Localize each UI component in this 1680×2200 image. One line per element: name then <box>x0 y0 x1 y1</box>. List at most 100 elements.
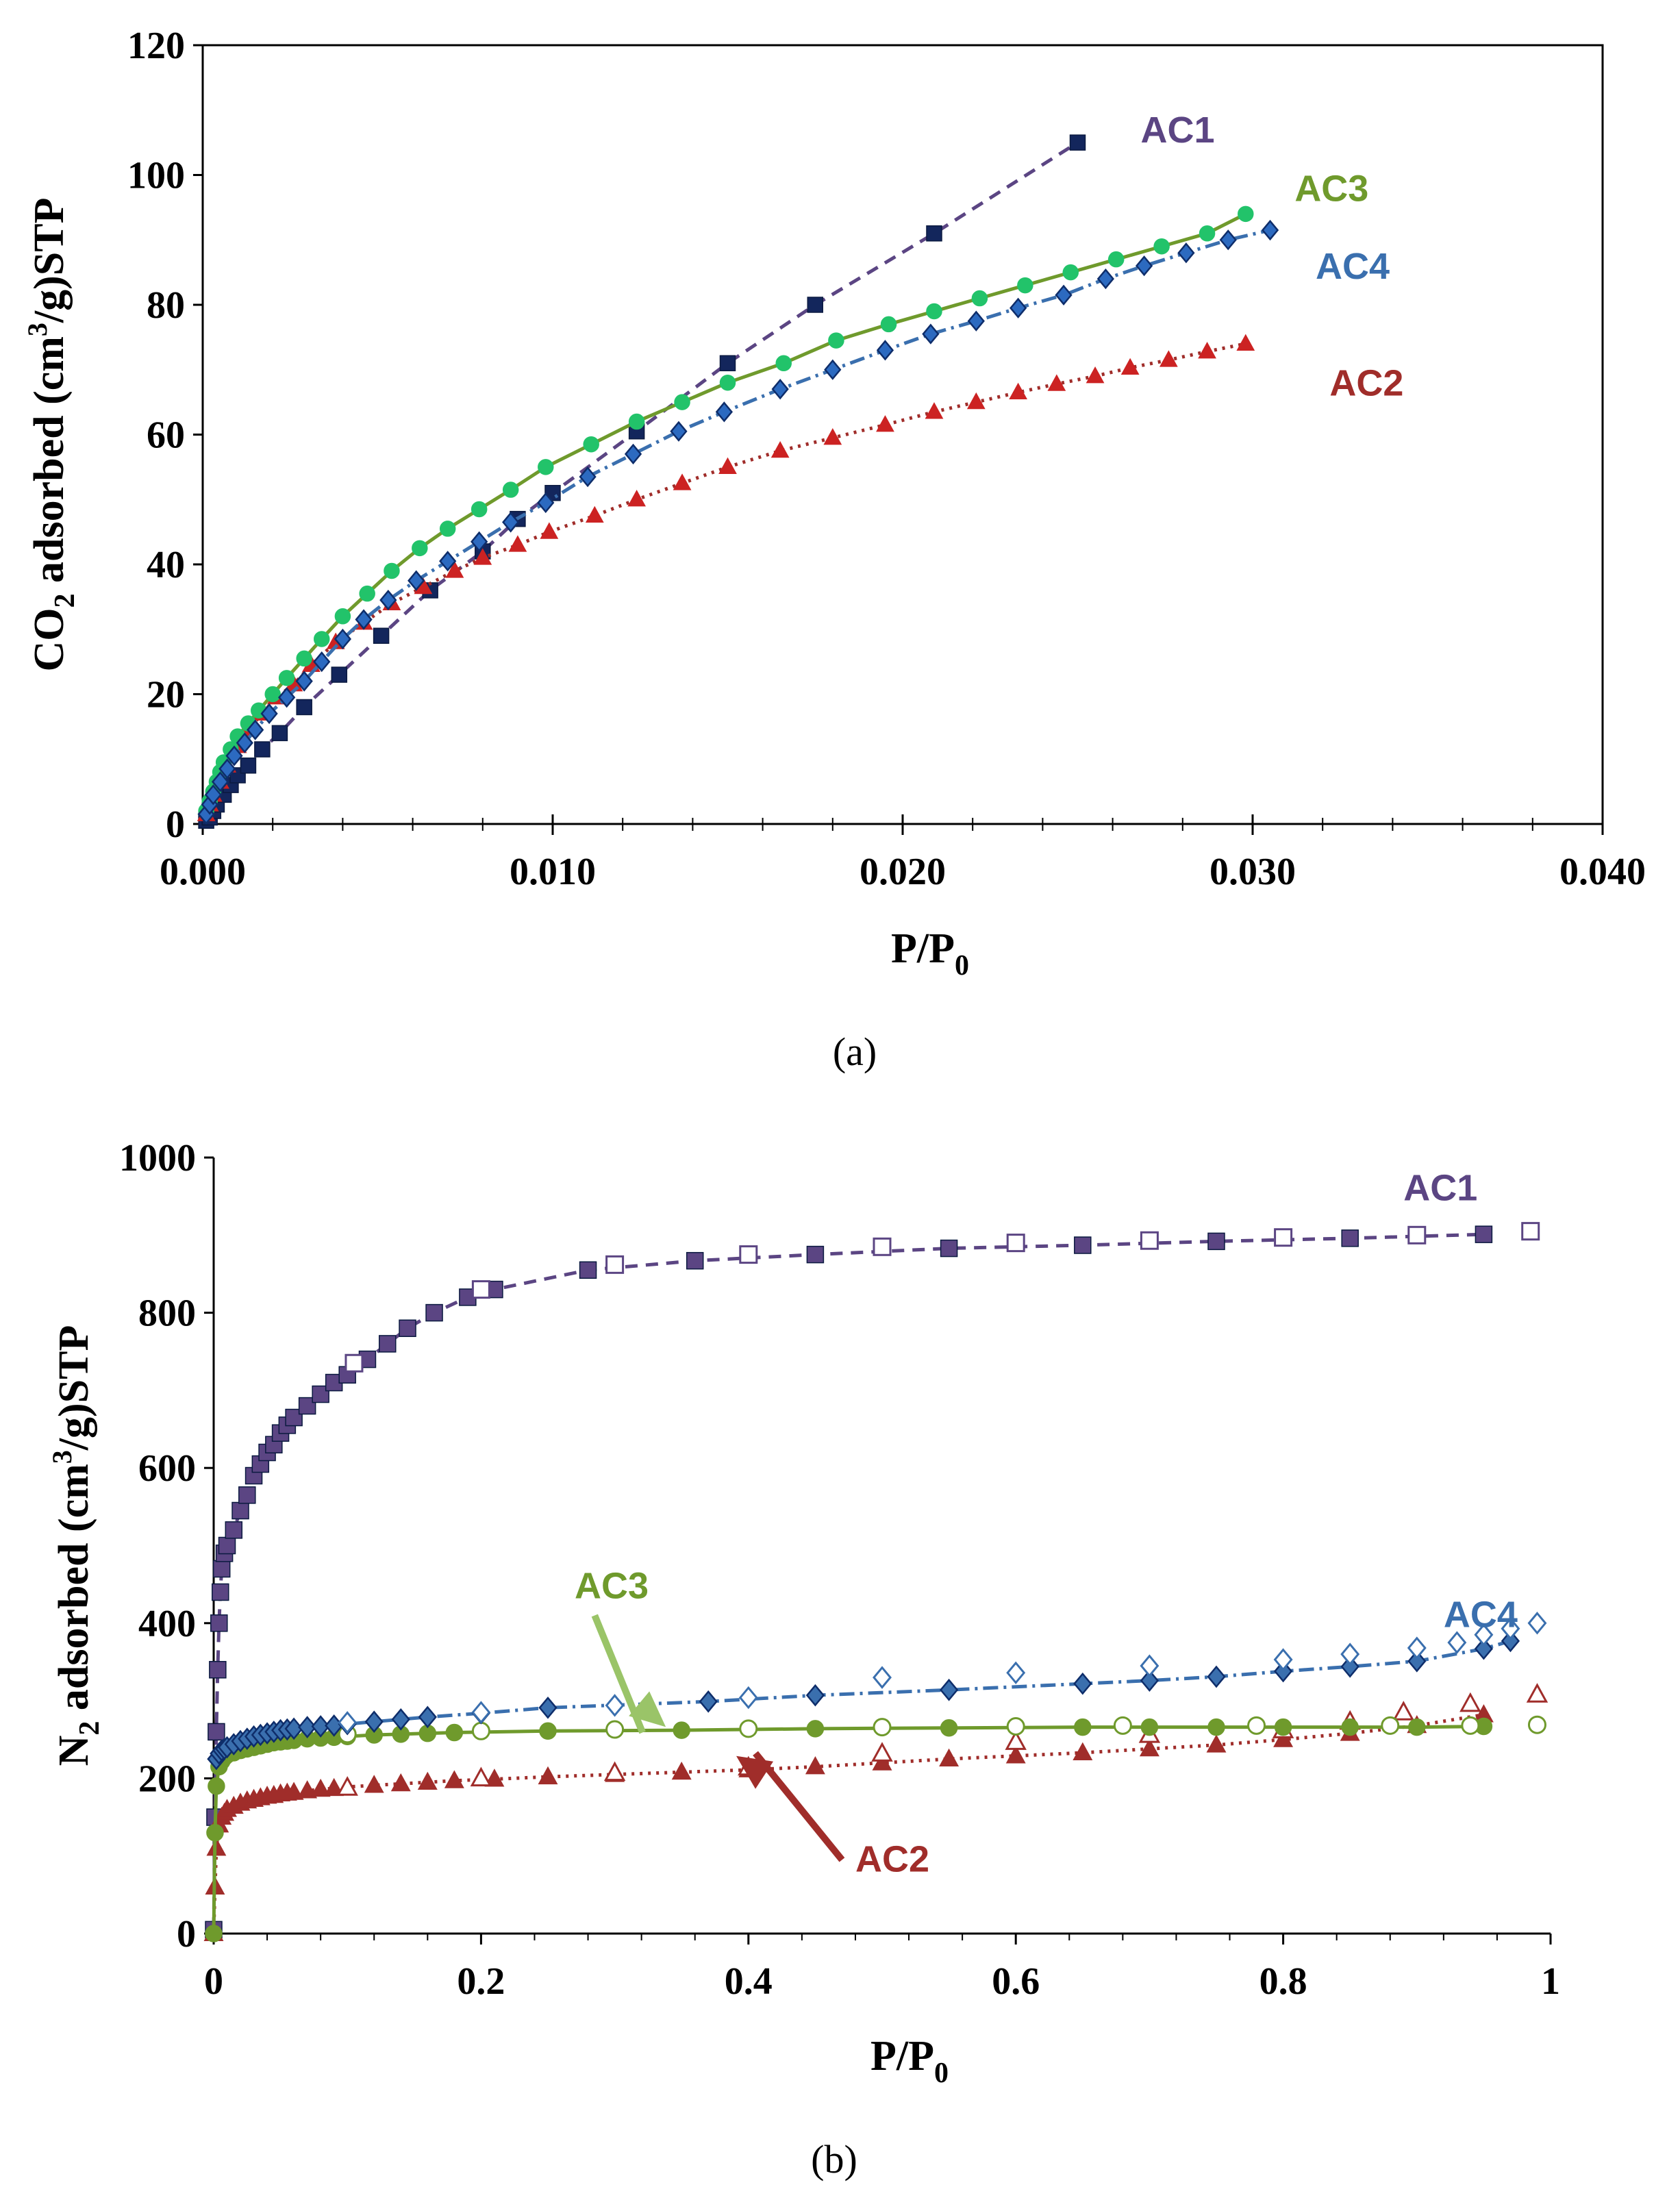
x-tick-label: 0.010 <box>510 851 596 893</box>
series-label-AC4: AC4 <box>1316 246 1390 287</box>
data-point <box>770 440 790 458</box>
adsorption-point <box>284 1717 303 1740</box>
y-axis-title-part: N <box>51 1736 97 1766</box>
adsorption-point <box>444 1770 464 1788</box>
adsorption-point <box>940 1239 958 1258</box>
adsorption-point <box>209 1661 227 1679</box>
adsorption-point <box>1475 1225 1493 1243</box>
data-point <box>1120 358 1140 375</box>
adsorption-point <box>205 1925 223 1942</box>
x-tick-label: 0 <box>204 1960 223 2003</box>
data-point <box>674 394 690 410</box>
adsorption-point <box>1474 1637 1494 1660</box>
series-label-AC2: AC2 <box>855 1838 929 1879</box>
y-axis-title-subscript: 2 <box>49 594 81 608</box>
data-point <box>1017 277 1033 294</box>
data-point <box>471 531 488 552</box>
data-point <box>295 671 313 692</box>
desorption-point <box>1381 1716 1400 1735</box>
data-point <box>334 628 352 650</box>
desorption-point <box>471 1280 490 1299</box>
series-label-AC1: AC1 <box>1403 1167 1477 1208</box>
adsorption-point <box>1074 1718 1092 1736</box>
y-axis-title-subscript: 2 <box>74 1721 105 1736</box>
data-point <box>775 355 792 372</box>
data-point <box>1055 284 1073 305</box>
desorption-point <box>1461 1716 1480 1735</box>
desorption-point <box>1006 1661 1026 1685</box>
data-point <box>445 561 464 578</box>
data-point <box>922 323 940 345</box>
desorption-point <box>1474 1623 1494 1647</box>
data-point <box>473 548 492 565</box>
desorption-point <box>873 1718 892 1737</box>
adsorption-point <box>418 1705 437 1729</box>
data-point <box>585 505 604 523</box>
adsorption-point <box>1140 1718 1159 1736</box>
adsorption-point <box>1274 1718 1292 1736</box>
desorption-point <box>1140 1231 1159 1250</box>
series-AC4: AC4 <box>197 219 1390 825</box>
adsorption-point <box>1073 1672 1092 1695</box>
data-point <box>1135 255 1153 277</box>
adsorption-point <box>206 1823 224 1842</box>
data-point <box>1047 374 1066 391</box>
y-axis-title-part: adsorbed (cm <box>51 1464 97 1721</box>
desorption-point <box>738 1686 758 1710</box>
data-point <box>359 585 375 602</box>
adsorption-point <box>297 1780 318 1799</box>
data-point <box>1159 350 1178 367</box>
adsorption-point <box>425 1303 443 1322</box>
desorption-point <box>471 1721 490 1740</box>
y-tick-label: 600 <box>138 1447 196 1490</box>
y-tick-label: 60 <box>147 414 185 457</box>
data-point <box>771 379 789 400</box>
adsorption-point <box>364 1710 384 1734</box>
adsorption-point <box>284 1782 304 1800</box>
desorption-point <box>1447 1631 1467 1654</box>
adsorption-point <box>417 1771 438 1790</box>
data-point <box>313 631 330 647</box>
data-point <box>828 332 844 349</box>
y-axis-title: N2 adsorbed (cm3/g)STP <box>47 1325 105 1766</box>
y-tick-label: 0 <box>177 1913 196 1955</box>
data-point <box>971 290 988 307</box>
data-point <box>925 402 944 419</box>
data-point <box>1219 229 1237 251</box>
data-point <box>211 771 229 792</box>
desorption-point <box>336 1776 358 1796</box>
adsorption-point <box>379 1335 397 1353</box>
y-axis-title-superscript: 3 <box>22 323 53 336</box>
data-point <box>278 687 296 708</box>
y-tick-label: 20 <box>147 674 185 716</box>
data-point <box>1238 205 1254 223</box>
y-tick-label: 40 <box>147 544 185 586</box>
data-point <box>439 551 457 572</box>
series-label-AC3: AC3 <box>1294 168 1368 209</box>
desorption-point <box>1501 1616 1520 1640</box>
ac2-arrow-head <box>736 1755 774 1789</box>
series-line <box>204 228 1271 815</box>
x-tick-label: 0.000 <box>160 851 246 893</box>
adsorption-point <box>1207 1232 1225 1251</box>
desorption-point <box>605 1720 625 1739</box>
x-tick-label: 0.030 <box>1209 851 1296 893</box>
adsorption-point <box>212 1583 229 1601</box>
adsorption-point <box>939 1748 960 1767</box>
adsorption-point <box>218 1536 236 1555</box>
data-point <box>296 650 312 667</box>
data-point <box>628 413 645 430</box>
data-point <box>719 374 736 391</box>
adsorption-point <box>939 1678 959 1701</box>
data-point <box>1062 264 1079 281</box>
adsorption-point <box>539 1722 557 1740</box>
data-point <box>876 415 894 432</box>
adsorption-point <box>1074 1236 1092 1254</box>
data-point <box>373 627 390 644</box>
adsorption-point <box>1341 1718 1359 1736</box>
y-axis-title-part: /g)STP <box>26 197 73 323</box>
data-point <box>876 340 894 361</box>
data-point <box>1177 242 1195 264</box>
adsorption-point <box>310 1778 331 1797</box>
series-line <box>212 1713 1484 1934</box>
